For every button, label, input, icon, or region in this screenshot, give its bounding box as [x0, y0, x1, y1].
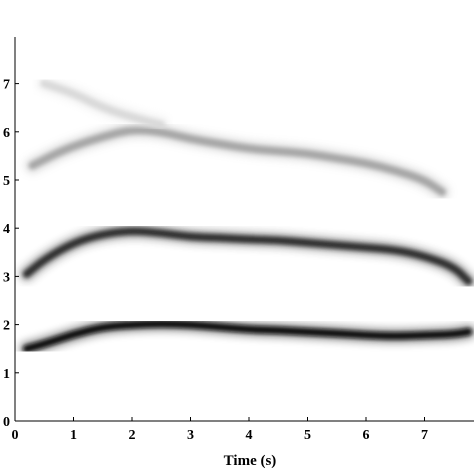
band-3 [40, 79, 166, 129]
x-tick-label-6: 6 [363, 428, 370, 443]
band-0 [22, 320, 473, 353]
y-tick-label-5: 5 [3, 174, 10, 189]
y-tick-label-1: 1 [3, 367, 10, 382]
y-tick-label-3: 3 [3, 270, 10, 285]
y-tick-label-6: 6 [3, 126, 10, 141]
x-tick-label-0: 0 [12, 428, 19, 443]
axes: 0 1 2 3 4 5 6 7 0 1 2 3 4 5 6 7 [3, 37, 474, 443]
y-tick-label-7: 7 [3, 78, 10, 93]
x-tick-label-3: 3 [187, 428, 194, 443]
x-tick-label-2: 2 [129, 428, 136, 443]
x-tick-label-1: 1 [70, 428, 77, 443]
band-1 [22, 227, 473, 286]
x-axis-label: Time (s) [224, 453, 277, 469]
x-tick-label-4: 4 [246, 428, 253, 443]
x-tick-label-7: 7 [421, 428, 428, 443]
x-tick-label-5: 5 [304, 428, 311, 443]
y-tick-label-4: 4 [3, 222, 10, 237]
y-tick-label-2: 2 [3, 319, 10, 334]
y-tick-label-0: 0 [3, 415, 10, 430]
formant-bands [19, 75, 474, 357]
band-2 [28, 126, 446, 196]
